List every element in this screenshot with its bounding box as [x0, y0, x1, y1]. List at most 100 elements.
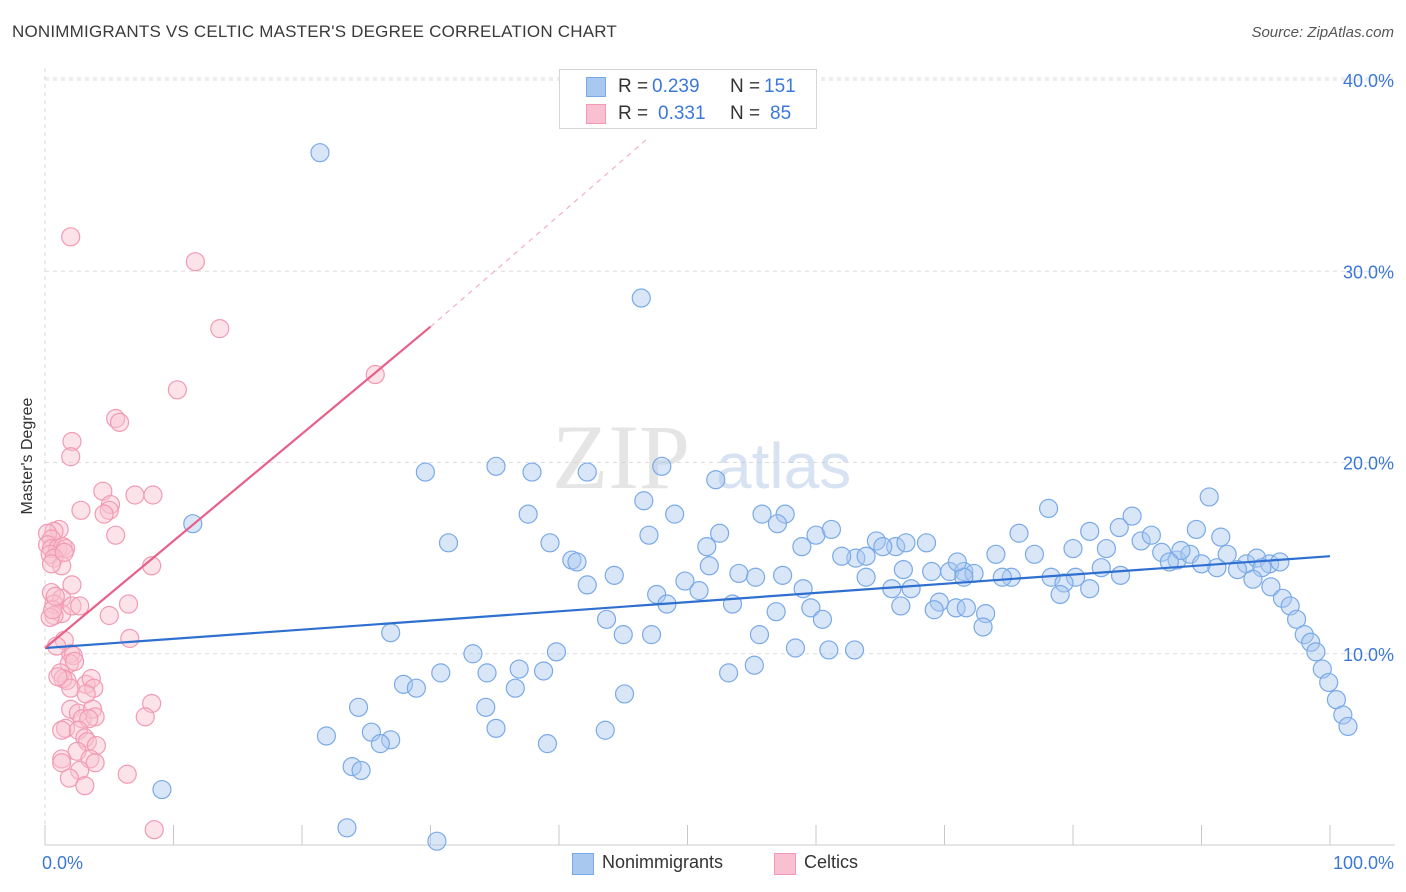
- celtics-point: [84, 678, 104, 698]
- axis-tick-labels: 10.0% 20.0% 30.0% 40.0% 0.0% 100.0%: [42, 71, 1394, 873]
- legend-label-nonimmigrants: Nonimmigrants: [602, 852, 724, 872]
- nonimmigrants-point: [463, 644, 483, 664]
- nonimmigrants-point: [1301, 632, 1321, 652]
- nonimmigrants-point: [665, 504, 685, 524]
- nonimmigrants-point: [415, 462, 435, 482]
- nonimmigrants-point: [1141, 525, 1161, 545]
- nonimmigrants-point: [406, 678, 426, 698]
- nonimmigrants-point: [604, 565, 624, 585]
- x-tick-label-max: 100.0%: [1333, 853, 1394, 873]
- celtics-point: [143, 485, 163, 505]
- nonimmigrants-point: [1063, 538, 1083, 559]
- x-tick-label-min: 0.0%: [42, 853, 83, 873]
- nonimmigrants-point: [1171, 540, 1191, 561]
- nonimmigrants-point: [746, 567, 766, 587]
- nonimmigrants-point: [152, 779, 172, 800]
- celtics-point: [144, 820, 164, 840]
- nonimmigrants-point: [844, 640, 865, 660]
- nonimmigrants-point: [766, 602, 786, 622]
- chart-title: NONIMMIGRANTS VS CELTIC MASTER'S DEGREE …: [12, 22, 617, 41]
- celtics-point: [118, 594, 139, 614]
- celtics-point: [54, 542, 74, 562]
- nonimmigrants-point: [631, 288, 651, 308]
- watermark-zip: ZIP: [552, 406, 690, 508]
- y-tick-label: 20.0%: [1343, 454, 1394, 474]
- watermark: ZIP atlas: [552, 406, 851, 508]
- nonimmigrants-point: [767, 514, 788, 534]
- nonimmigrants-point: [522, 462, 542, 482]
- legend-n-value: 85: [770, 103, 792, 124]
- nonimmigrants-point: [819, 640, 839, 660]
- celtics-point: [62, 596, 82, 616]
- celtics-point: [210, 319, 230, 339]
- nonimmigrants-point: [393, 674, 414, 694]
- nonimmigrants-point: [946, 598, 966, 618]
- nonimmigrants-point: [595, 720, 615, 740]
- nonimmigrants-point: [1110, 565, 1131, 585]
- nonimmigrants-point: [613, 625, 633, 645]
- nonimmigrants-point: [505, 678, 525, 698]
- nonimmigrants-point: [792, 537, 812, 557]
- y-tick-label: 30.0%: [1343, 262, 1394, 282]
- nonimmigrants-point: [370, 734, 390, 754]
- nonimmigrants-trend-line: [44, 555, 1331, 650]
- nonimmigrants-point: [1199, 487, 1219, 507]
- nonimmigrants-point: [1338, 716, 1358, 737]
- nonimmigrants-point: [986, 544, 1006, 564]
- nonimmigrants-point: [634, 491, 654, 511]
- nonimmigrants-point: [699, 556, 719, 576]
- nonimmigrants-point: [856, 567, 876, 587]
- nonimmigrants-point: [639, 525, 659, 545]
- nonimmigrants-point: [922, 561, 942, 582]
- x-axis-ticks: [44, 825, 1331, 845]
- nonimmigrants-point: [891, 596, 911, 616]
- celtics-point: [82, 699, 103, 719]
- legend-n-value: 151: [764, 76, 796, 97]
- nonimmigrants-point: [675, 571, 695, 591]
- nonimmigrants-point: [924, 600, 944, 620]
- nonimmigrants-point: [540, 533, 560, 553]
- nonimmigrants-point: [916, 533, 937, 553]
- celtics-point: [64, 651, 85, 672]
- celtics-point: [125, 485, 145, 505]
- celtics-point: [70, 596, 90, 616]
- nonimmigrants-point: [1080, 579, 1100, 599]
- y-tick-label: 40.0%: [1343, 71, 1394, 91]
- celtics-point: [167, 380, 187, 400]
- y-tick-label: 10.0%: [1343, 645, 1394, 665]
- celtics-point: [106, 408, 126, 429]
- nonimmigrants-point: [1152, 542, 1172, 562]
- nonimmigrants-point: [1272, 588, 1293, 608]
- source-label: Source: ZipAtlas.com: [1251, 24, 1394, 41]
- legend-swatch-blue: [586, 77, 606, 97]
- nonimmigrants-point: [1054, 573, 1074, 593]
- celtics-point: [75, 776, 95, 796]
- celtics-point: [52, 753, 72, 773]
- nonimmigrants-point: [518, 504, 538, 524]
- celtics-point: [62, 575, 82, 595]
- nonimmigrants-point: [486, 456, 506, 476]
- celtics-trend-extension: [430, 136, 650, 328]
- nonimmigrants-point: [477, 663, 497, 683]
- nonimmigrants-point: [1286, 609, 1307, 629]
- celtics-point: [99, 605, 119, 626]
- nonimmigrants-point: [1186, 519, 1206, 540]
- celtics-point: [70, 760, 90, 781]
- trend-lines: [44, 136, 1331, 650]
- nonimmigrants-point: [812, 609, 833, 629]
- celtics-point: [40, 607, 60, 628]
- nonimmigrants-point: [752, 504, 772, 524]
- nonimmigrants-point: [710, 523, 730, 543]
- nonimmigrants-point: [1319, 672, 1339, 693]
- legend-swatch-pink: [774, 853, 796, 875]
- celtics-point: [61, 447, 81, 467]
- nonimmigrants-point: [1122, 506, 1142, 526]
- nonimmigrants-point: [992, 567, 1012, 587]
- nonimmigrants-point: [1261, 577, 1281, 597]
- nonimmigrants-point: [438, 533, 459, 553]
- celtics-point: [120, 628, 140, 649]
- nonimmigrants-point: [873, 537, 893, 557]
- nonimmigrants-point: [744, 655, 764, 675]
- nonimmigrants-point: [947, 552, 967, 572]
